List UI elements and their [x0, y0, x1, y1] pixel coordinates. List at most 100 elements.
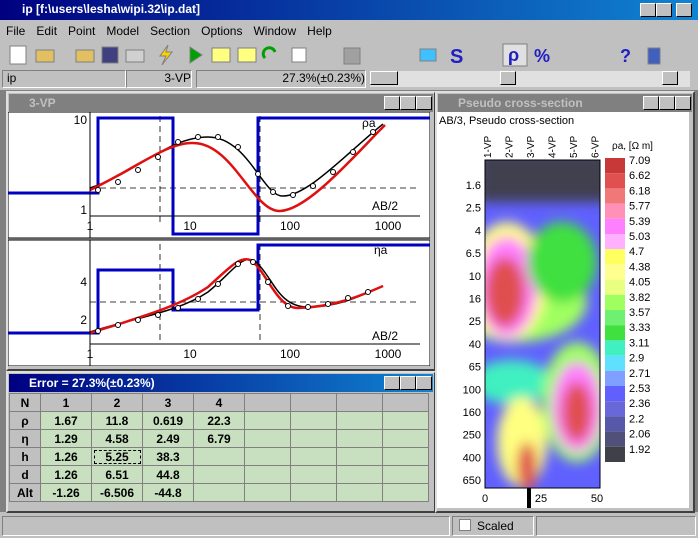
menu-item[interactable]: Window	[253, 24, 297, 38]
icon-undo[interactable]	[261, 46, 277, 60]
scaled-box[interactable]: Scaled	[452, 516, 534, 536]
legend-label: 6.18	[629, 185, 650, 197]
column-label: 2-VP	[505, 135, 516, 158]
cell: -1.26	[40, 483, 92, 502]
maximize[interactable]	[659, 96, 675, 110]
icon-print[interactable]	[125, 49, 145, 63]
x-tick-label: 10	[183, 219, 197, 233]
icon-run[interactable]	[159, 44, 174, 66]
scroll-right[interactable]	[662, 71, 678, 85]
menu-item[interactable]: Section	[150, 24, 191, 38]
cell	[336, 465, 383, 484]
cell: 4.58	[91, 429, 143, 448]
cell	[382, 411, 429, 430]
cell	[382, 483, 429, 502]
scroll-left[interactable]	[370, 71, 398, 85]
depth-label: 25	[469, 316, 481, 328]
legend-swatch	[605, 203, 625, 219]
menu-item[interactable]: Model	[106, 24, 140, 38]
x-tick-label: 0	[482, 493, 488, 505]
sample-point	[135, 167, 141, 173]
header-cell	[244, 393, 291, 412]
menu-item[interactable]: File	[6, 24, 26, 38]
depth-label: 2.5	[466, 203, 481, 215]
legend-label: 3.11	[629, 337, 650, 349]
row-header: η	[9, 429, 41, 448]
menu-item[interactable]: Edit	[36, 24, 58, 38]
close[interactable]	[676, 3, 692, 17]
cell	[290, 483, 337, 502]
icon-open[interactable]	[35, 49, 55, 63]
icon-copy[interactable]	[291, 47, 307, 63]
legend-label: 4.7	[629, 246, 644, 258]
icon-new[interactable]	[9, 45, 27, 65]
icon-exit[interactable]	[647, 47, 661, 65]
close[interactable]	[675, 96, 691, 110]
depth-label: 650	[463, 475, 481, 487]
y-label: ηa	[374, 243, 388, 257]
minimize[interactable]	[640, 3, 656, 17]
scroll-thumb[interactable]	[500, 71, 516, 85]
menu-item[interactable]: Point	[68, 24, 96, 38]
icon-play[interactable]	[189, 46, 203, 64]
menu-item[interactable]: Options	[201, 24, 243, 38]
maximize[interactable]	[400, 96, 416, 110]
close[interactable]	[416, 376, 432, 390]
icon-s[interactable]: S	[450, 46, 463, 68]
window-title: ip [f:\users\lesha\wipi.32\ip.dat]	[22, 2, 201, 16]
error-caption: Error = 27.3%(±0.23%)	[9, 374, 433, 392]
legend-swatch	[605, 234, 625, 250]
sample-point	[365, 289, 371, 295]
column-label: 3-VP	[526, 135, 537, 158]
icon-percent[interactable]: %	[534, 46, 550, 66]
icon-rho[interactable]: ρ	[508, 45, 519, 65]
legend-swatch	[605, 264, 625, 280]
sample-point	[135, 317, 141, 323]
legend-title: ρa, [Ω m]	[612, 141, 653, 152]
legend-swatch	[605, 294, 625, 310]
sample-point	[215, 134, 221, 140]
icon-paste[interactable]	[343, 47, 361, 65]
legend-swatch	[605, 416, 625, 432]
cell: 1.29	[40, 429, 92, 448]
depth-label: 10	[469, 271, 481, 283]
icon-book[interactable]	[419, 48, 437, 62]
cell: -44.8	[142, 483, 194, 502]
error-title: Error = 27.3%(±0.23%)	[29, 376, 155, 390]
cell: 6.79	[193, 429, 245, 448]
scrollbar[interactable]	[370, 71, 690, 87]
minimize[interactable]	[643, 96, 659, 110]
column-label: 4-VP	[548, 135, 559, 158]
sample-point	[215, 281, 221, 287]
minimize[interactable]	[384, 376, 400, 390]
menu-bar: File Edit Point Model Section Options Window He…	[0, 22, 698, 40]
legend-label: 2.9	[629, 353, 644, 365]
cell	[193, 447, 245, 466]
sample-point	[290, 192, 296, 198]
maximize[interactable]	[656, 3, 672, 17]
maximize[interactable]	[400, 376, 416, 390]
cell	[382, 429, 429, 448]
icon-save[interactable]	[101, 46, 119, 64]
legend-label: 2.36	[629, 398, 650, 410]
icon-grid2[interactable]	[237, 47, 257, 63]
cell: 1.26	[40, 447, 92, 466]
header-cell: 4	[193, 393, 245, 412]
minimize[interactable]	[384, 96, 400, 110]
cell	[244, 429, 291, 448]
sample-point	[250, 259, 256, 265]
sample-point	[265, 279, 271, 285]
close[interactable]	[416, 96, 432, 110]
menu-item[interactable]: Help	[307, 24, 332, 38]
legend-label: 5.77	[629, 201, 650, 213]
cell: 1.26	[40, 465, 92, 484]
depth-label: 16	[469, 294, 481, 306]
y-tick-label: 10	[74, 113, 88, 127]
icon-grid[interactable]	[211, 47, 231, 63]
icon-open2[interactable]	[75, 49, 95, 63]
legend-label: 2.53	[629, 383, 650, 395]
sample-point	[115, 322, 121, 328]
legend-label: 4.05	[629, 277, 650, 289]
icon-help[interactable]: ?	[620, 46, 631, 66]
toolbar: S ρ % ?	[9, 43, 661, 68]
